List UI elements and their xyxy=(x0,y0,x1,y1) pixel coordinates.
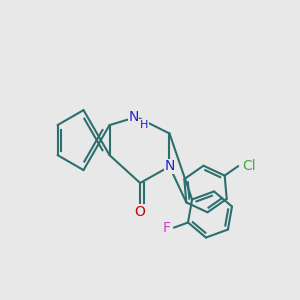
Text: Cl: Cl xyxy=(242,159,255,173)
Text: N: N xyxy=(164,160,175,173)
Text: H: H xyxy=(140,119,148,130)
Text: F: F xyxy=(163,220,171,235)
Text: O: O xyxy=(135,205,146,218)
Text: N: N xyxy=(128,110,139,124)
